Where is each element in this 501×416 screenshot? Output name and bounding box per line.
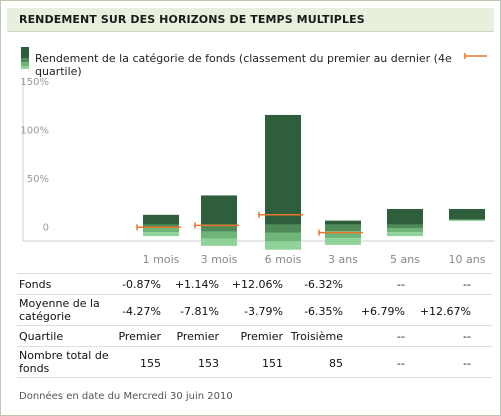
y-tick-label: 0 [43, 222, 49, 233]
table-row: Fonds -0.87% +1.14% +12.06% -6.32% -- -- [17, 273, 492, 294]
x-category-label: 3 mois [201, 253, 238, 266]
quartile-segment [387, 224, 423, 229]
table-cell: -- [397, 278, 405, 291]
row-label: Nombre total de fonds [19, 349, 109, 375]
quartile-segment [201, 195, 237, 225]
quartile-segment [265, 232, 301, 242]
row-label: Moyenne de la catégorie [19, 297, 100, 323]
table-cell: -- [463, 357, 471, 370]
quartile-segment [265, 241, 301, 250]
quartile-segment [449, 209, 485, 220]
table-cell: +1.14% [174, 278, 219, 291]
quartile-bar [201, 195, 237, 246]
quartile-segment [387, 209, 423, 225]
x-category-label: 3 ans [328, 253, 358, 266]
quartile-segment [201, 224, 237, 232]
table-row: Nombre total de fonds 155 153 151 85 -- -- [17, 346, 492, 377]
row-label: Fonds [19, 278, 52, 291]
quartile-bar [143, 214, 179, 237]
table-cell: 151 [262, 357, 283, 370]
legend-label: Rendement de la catégorie de fonds (clas… [35, 52, 452, 78]
table-row: Moyenne de la catégorie -4.27% -7.81% -3.79… [17, 294, 492, 325]
table-bottom-rule [17, 377, 492, 378]
x-category-label: 5 ans [390, 253, 420, 266]
table-cell: -0.87% [122, 278, 161, 291]
x-category-label: 1 mois [143, 253, 180, 266]
quartile-bar [265, 114, 301, 250]
table-cell: Troisième [290, 330, 343, 343]
table-cell: 153 [198, 357, 219, 370]
table-cell: Premier [240, 330, 283, 343]
table-cell: -6.35% [304, 305, 343, 318]
table-cell: -4.27% [122, 305, 161, 318]
quartile-segment [325, 238, 361, 245]
quartile-segment [387, 232, 423, 237]
table-cell: Premier [118, 330, 161, 343]
data-date-note: Données en date du Mercredi 30 juin 2010 [19, 391, 233, 402]
panel-header: RENDEMENT SUR DES HORIZONS DE TEMPS MULT… [7, 8, 494, 32]
x-category-label: 10 ans [449, 253, 486, 266]
table-cell: -- [397, 330, 405, 343]
quartile-segment [143, 228, 179, 233]
table-cell: +6.79% [360, 305, 405, 318]
quartile-segment [325, 224, 361, 232]
table-row: Quartile Premier Premier Premier Troisième --… [17, 325, 492, 346]
table-cell: 155 [140, 357, 161, 370]
quartile-chart: 150% 100% 50% 0 1 mois 3 mois 6 mois 3 ans 5 ans… [20, 77, 495, 266]
table-cell: -- [463, 330, 471, 343]
table-cell: -3.79% [244, 305, 283, 318]
quartile-bar [387, 209, 423, 237]
quartile-segment [143, 224, 179, 229]
quartile-swatch-icon [21, 47, 29, 69]
table-cell: -- [397, 357, 405, 370]
quartile-segment [143, 232, 179, 237]
chart-legend: Rendement de la catégorie de fonds (clas… [19, 47, 489, 78]
table-cell: 85 [329, 357, 343, 370]
quartile-segment [387, 228, 423, 233]
table-cell: +12.06% [231, 278, 283, 291]
quartile-segment [143, 214, 179, 225]
quartile-segment [201, 238, 237, 246]
quartile-segment [449, 219, 485, 221]
table-cell: Premier [176, 330, 219, 343]
quartile-segment [265, 114, 301, 225]
quartile-segment [325, 231, 361, 239]
y-tick-label: 150% [20, 77, 49, 88]
quartile-segment [325, 220, 361, 225]
quartile-bar [325, 220, 361, 245]
quartile-bar [449, 209, 485, 221]
fund-marker-icon [464, 53, 487, 59]
panel-title: RENDEMENT SUR DES HORIZONS DE TEMPS MULT… [19, 13, 365, 26]
table-cell: -6.32% [304, 278, 343, 291]
y-tick-label: 50% [27, 174, 49, 185]
row-label: Quartile [19, 330, 64, 343]
quartile-segment [201, 231, 237, 239]
table-cell: -7.81% [180, 305, 219, 318]
x-category-label: 6 mois [265, 253, 302, 266]
quartile-segment [265, 224, 301, 233]
table-cell: +12.67% [419, 305, 471, 318]
returns-table: Fonds -0.87% +1.14% +12.06% -6.32% -- -- Moyenn… [17, 273, 492, 378]
table-cell: -- [463, 278, 471, 291]
y-tick-label: 100% [20, 125, 49, 136]
